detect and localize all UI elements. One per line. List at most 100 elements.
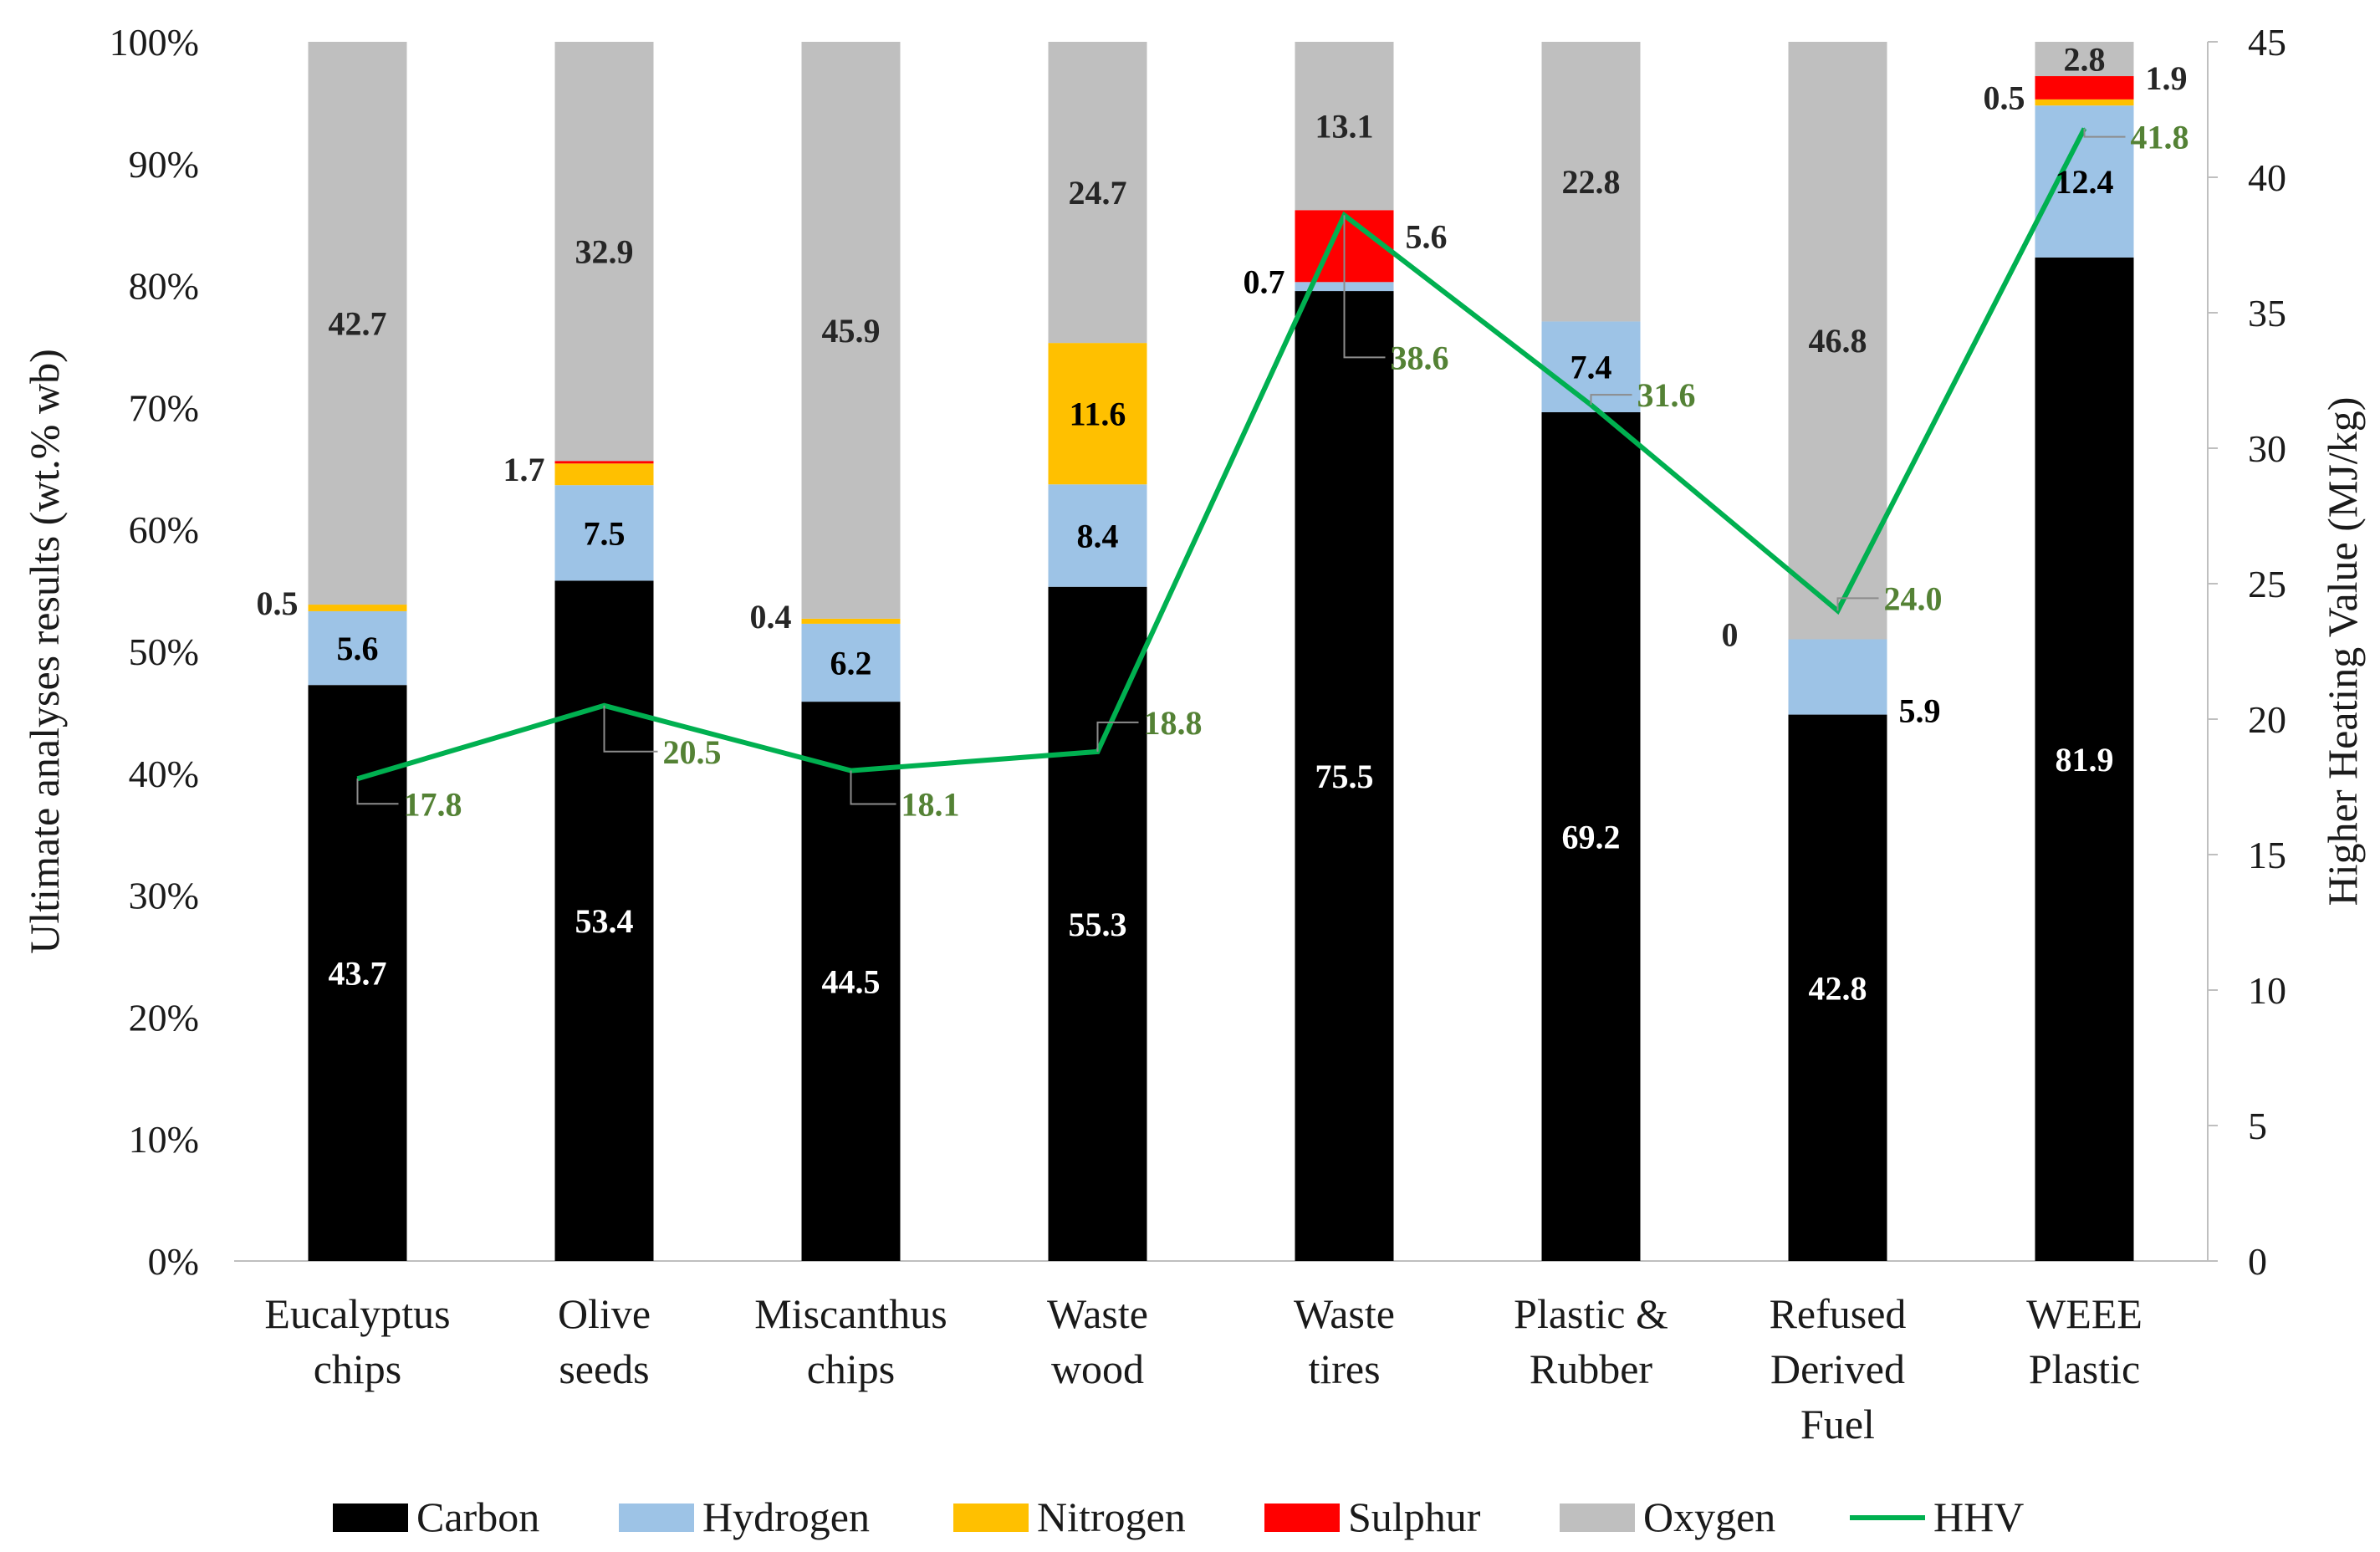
bar-segment-carbon: [1788, 714, 1887, 1261]
category-label-line: Eucalyptus: [264, 1290, 450, 1337]
oxygen-value-label: 24.7: [1069, 174, 1127, 212]
carbon-value-label: 55.3: [1069, 906, 1127, 943]
bar-segment-oxygen: [2035, 42, 2134, 77]
bar-segment-nitrogen: [1048, 343, 1147, 485]
left-tick-label: 10%: [129, 1118, 199, 1161]
legend-label-oxygen: Oxygen: [1643, 1493, 1775, 1540]
legend-swatch-oxygen: [1560, 1504, 1635, 1532]
left-tick-label: 0%: [148, 1240, 199, 1283]
right-axis-title: Higher Heating Value (MJ/kg): [2319, 397, 2366, 906]
category-label-line: Fuel: [1800, 1401, 1875, 1447]
legend-label-hhv: HHV: [1933, 1493, 2024, 1540]
oxygen-value-label: 13.1: [1315, 108, 1374, 146]
legend-label-hydrogen: Hydrogen: [702, 1493, 870, 1540]
hhv-leader-line: [1343, 215, 1386, 359]
bar-segment-oxygen: [1295, 42, 1394, 211]
category-label-line: Waste: [1047, 1290, 1148, 1337]
hydrogen-value-label: 0.7: [1244, 263, 1285, 301]
legend-label-nitrogen: Nitrogen: [1037, 1493, 1186, 1540]
left-tick-label: 80%: [129, 265, 199, 308]
category-label-line: Derived: [1770, 1345, 1905, 1392]
bar-segment-oxygen: [801, 42, 901, 619]
category-label: Olive seeds: [558, 1290, 651, 1392]
bar-segment-oxygen: [1788, 42, 1887, 640]
legend-swatch-sulphur: [1264, 1504, 1340, 1532]
hhv-value-label: 18.1: [901, 786, 960, 824]
sulphur-value-label: 5.6: [1406, 217, 1448, 255]
hydrogen-value-label: 12.4: [2056, 163, 2114, 201]
category-label-line: tires: [1308, 1345, 1380, 1392]
left-tick-label: 30%: [129, 875, 199, 917]
left-tick-label: 100%: [110, 21, 199, 64]
left-tick-label: 60%: [129, 508, 199, 551]
right-tick-label: 10: [2248, 969, 2286, 1012]
bar-segment-hydrogen: [1788, 639, 1887, 715]
bars: [308, 42, 2134, 1262]
right-tick-label: 30: [2248, 427, 2286, 470]
category-label-line: Olive: [558, 1290, 651, 1337]
bar-segment-carbon: [554, 580, 654, 1261]
right-tick-label: 15: [2248, 834, 2286, 876]
nitrogen-value-label: 0.4: [750, 598, 792, 636]
nitrogen-value-label: 11.6: [1070, 396, 1126, 433]
oxygen-value-label: 45.9: [822, 312, 881, 350]
bar-segment-carbon: [1541, 411, 1641, 1261]
left-tick-label: 20%: [129, 996, 199, 1039]
category-label: Waste tires: [1294, 1290, 1395, 1392]
legend: Carbon Hydrogen Nitrogen Sulphur Oxygen HHV: [333, 1493, 2024, 1540]
carbon-value-label: 44.5: [822, 963, 881, 1001]
bar-segment-carbon: [2035, 257, 2134, 1262]
legend-label-sulphur: Sulphur: [1348, 1493, 1481, 1540]
oxygen-value-label: 42.7: [329, 305, 387, 343]
carbon-value-label: 69.2: [1562, 818, 1621, 855]
nitrogen-value-label: 1.7: [503, 451, 545, 488]
bar-segment-carbon: [1048, 586, 1147, 1261]
bar-segment-nitrogen: [801, 618, 901, 624]
hhv-value-label: 20.5: [663, 733, 722, 771]
category-label-line: WEEE: [2026, 1290, 2143, 1337]
hhv-value-label: 17.8: [404, 785, 462, 823]
hhv-leader-line: [2083, 128, 2126, 138]
hhv-leader-line: [850, 770, 896, 805]
hhv-value-label: 18.8: [1144, 704, 1203, 742]
oxygen-value-label: 2.8: [2064, 41, 2106, 79]
bar-segment-oxygen: [554, 42, 654, 462]
carbon-value-label: 81.9: [2056, 741, 2114, 779]
category-label-line: wood: [1051, 1345, 1144, 1392]
sulphur-value-label: 1.9: [2146, 59, 2188, 97]
right-tick-label: 0: [2248, 1240, 2267, 1283]
hydrogen-value-label: 7.4: [1570, 349, 1612, 386]
category-label-line: Refused: [1770, 1290, 1907, 1337]
legend-swatch-carbon: [333, 1504, 408, 1532]
legend-swatch-hydrogen: [619, 1504, 694, 1532]
right-tick-label: 20: [2248, 698, 2286, 741]
category-label-line: Plastic &: [1514, 1290, 1668, 1337]
category-label: Plastic & Rubber: [1514, 1290, 1668, 1392]
carbon-value-label: 43.7: [329, 955, 387, 993]
data-labels: 43.7 42.7 53.4 32.9 44.5 45.9 55.3 24.7 75.5 13.1…: [257, 41, 2189, 1008]
bar-segment-sulphur: [2035, 76, 2134, 100]
bar-segment-oxygen: [1048, 42, 1147, 344]
hhv-leader-line: [356, 779, 399, 805]
right-tick-label: 35: [2248, 292, 2286, 334]
bar-segment-hydrogen: [801, 623, 901, 702]
oxygen-value-label: 32.9: [575, 233, 634, 271]
oxygen-value-label: 22.8: [1562, 163, 1621, 201]
bar-segment-nitrogen: [308, 605, 407, 611]
bar-segment-sulphur: [554, 461, 654, 464]
left-axis-title: Ultimate analyses results (wt.% wb): [21, 349, 68, 953]
category-label-line: seeds: [559, 1345, 649, 1392]
left-tick-label: 50%: [129, 630, 199, 673]
bar-segment-hydrogen: [1048, 484, 1147, 587]
hydrogen-value-label: 7.5: [584, 514, 626, 552]
left-tick-label: 90%: [129, 143, 199, 186]
oxygen-value-label: 46.8: [1809, 322, 1867, 360]
bar-segment-nitrogen: [2035, 99, 2134, 106]
category-label-line: Waste: [1294, 1290, 1395, 1337]
carbon-value-label: 42.8: [1809, 969, 1867, 1007]
hhv-line: [356, 127, 2087, 782]
hydrogen-value-label: 5.9: [1899, 692, 1941, 730]
bar-segment-hydrogen: [308, 610, 407, 686]
legend-swatch-nitrogen: [953, 1504, 1029, 1532]
hydrogen-value-label: 6.2: [830, 645, 872, 682]
